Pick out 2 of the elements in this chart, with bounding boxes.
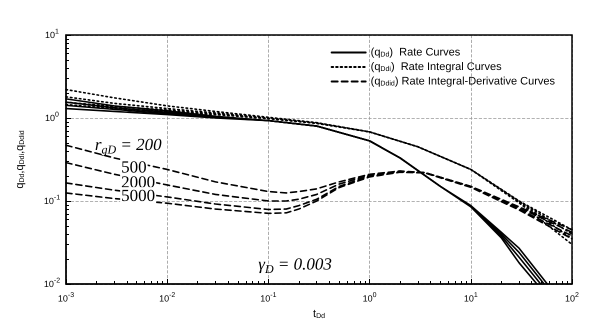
annotation: 500 (121, 157, 147, 176)
annotation: 5000 (121, 186, 156, 206)
